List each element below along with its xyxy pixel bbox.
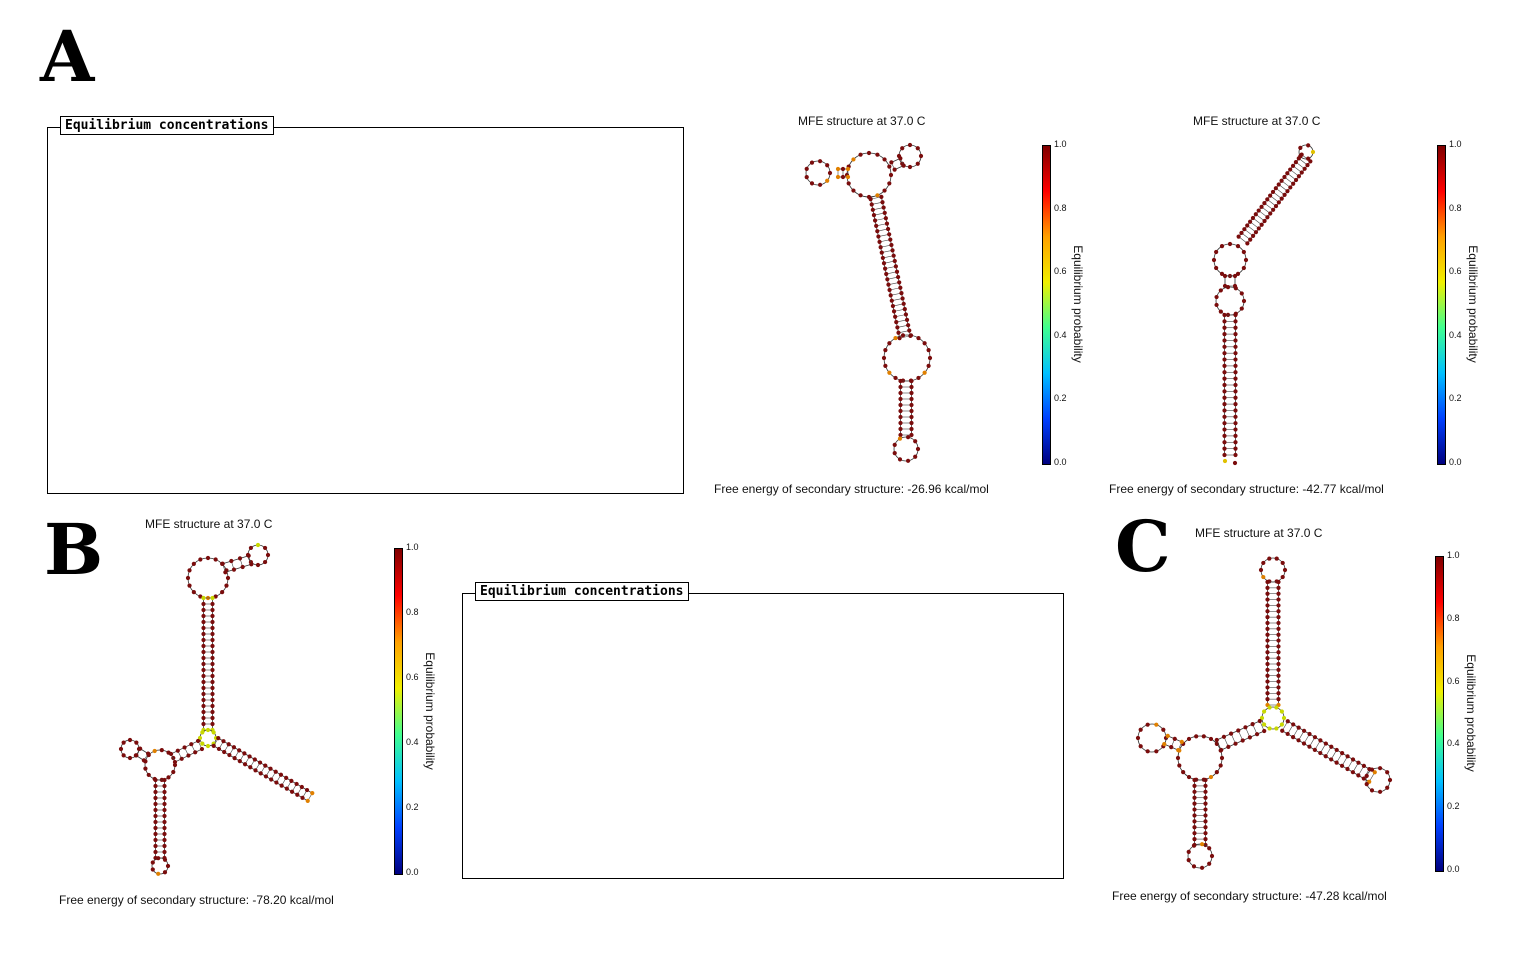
panel-letter-a: A xyxy=(40,15,95,98)
colorbar-tick-label: 0.8 xyxy=(1449,202,1462,213)
colorbar-tick-label: 0.2 xyxy=(1447,801,1460,812)
colorbar-tick-label: 0.6 xyxy=(406,672,419,682)
probability-colorbar xyxy=(1437,145,1446,465)
colorbar-tick-label: 0.0 xyxy=(1447,864,1460,874)
colorbar-tick-label: 1.0 xyxy=(1447,550,1460,560)
equilibrium-panel-a: Equilibrium concentrations xyxy=(47,116,684,494)
mfe-title-a2: MFE structure at 37.0 C xyxy=(1193,114,1321,128)
probability-colorbar xyxy=(1435,556,1444,872)
colorbar-label: Equilibrium probability xyxy=(1466,245,1480,363)
panel-letter-b: B xyxy=(44,508,104,591)
colorbar-tick-label: 0.0 xyxy=(1054,457,1067,467)
colorbar-tick-label: 0.8 xyxy=(1447,612,1460,623)
equilibrium-title: Equilibrium concentrations xyxy=(60,116,274,135)
colorbar-tick-label: 0.8 xyxy=(406,607,419,617)
probability-colorbar xyxy=(394,548,403,875)
colorbar-tick-label: 0.2 xyxy=(1449,393,1462,404)
panel-letter-c: C xyxy=(1115,505,1171,588)
colorbar-label: Equilibrium probability xyxy=(423,651,437,770)
colorbar-tick-label: 1.0 xyxy=(406,542,419,552)
colorbar-tick-label: 0.6 xyxy=(1449,266,1462,277)
equilibrium-title: Equilibrium concentrations xyxy=(475,582,689,601)
colorbar-tick-label: 1.0 xyxy=(1054,139,1067,149)
colorbar-label: Equilibrium probability xyxy=(1464,654,1478,772)
mfe-title-a1: MFE structure at 37.0 C xyxy=(798,114,926,128)
colorbar-tick-label: 0.6 xyxy=(1447,675,1460,686)
colorbar-tick-label: 0.4 xyxy=(1449,329,1462,340)
mfe-energy-a1: Free energy of secondary structure: -26.… xyxy=(714,482,989,496)
mfe-energy-b1: Free energy of secondary structure: -78.… xyxy=(59,893,334,907)
equilibrium-panel-b: Equilibrium concentrations xyxy=(462,582,1064,879)
mfe-title-b1: MFE structure at 37.0 C xyxy=(145,517,273,531)
colorbar-label: Equilibrium probability xyxy=(1071,245,1085,363)
colorbar-tick-label: 0.2 xyxy=(406,802,419,812)
colorbar-tick-label: 0.4 xyxy=(1054,329,1067,340)
colorbar-tick-label: 0.4 xyxy=(1447,738,1460,749)
probability-colorbar xyxy=(1042,145,1051,465)
mfe-title-c1: MFE structure at 37.0 C xyxy=(1195,526,1323,540)
colorbar-tick-label: 0.0 xyxy=(1449,457,1462,467)
colorbar-tick-label: 0.8 xyxy=(1054,202,1067,213)
colorbar-tick-label: 0.2 xyxy=(1054,393,1067,404)
mfe-energy-c1: Free energy of secondary structure: -47.… xyxy=(1112,889,1387,903)
colorbar-tick-label: 1.0 xyxy=(1449,139,1462,149)
colorbar-tick-label: 0.6 xyxy=(1054,266,1067,277)
mfe-energy-a2: Free energy of secondary structure: -42.… xyxy=(1109,482,1384,496)
colorbar-tick-label: 0.0 xyxy=(406,867,419,877)
colorbar-tick-label: 0.4 xyxy=(406,737,419,747)
